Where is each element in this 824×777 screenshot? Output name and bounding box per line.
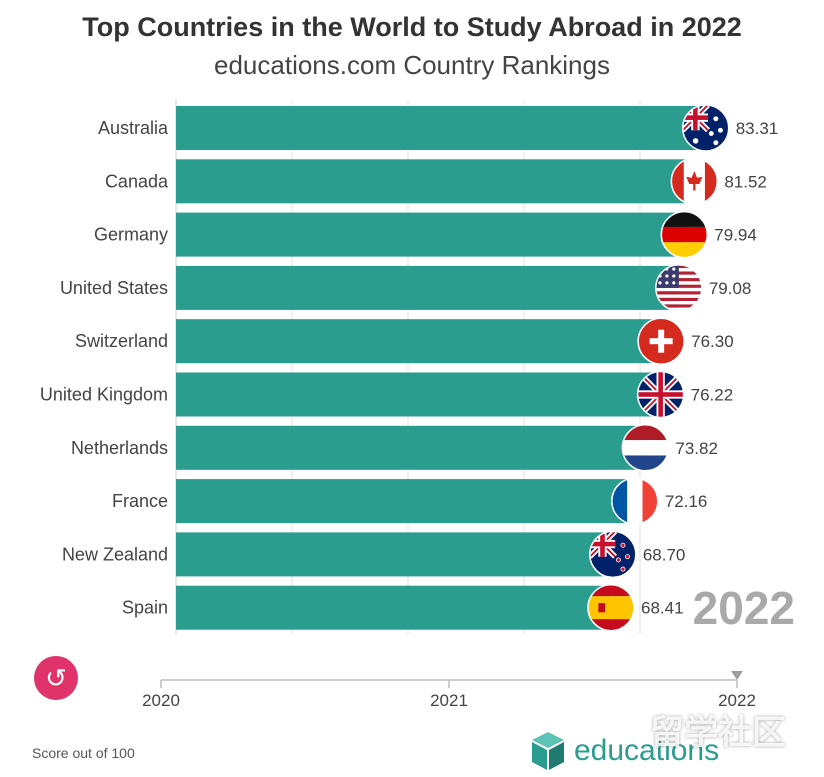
canada-flag [670,157,719,206]
footnote: Score out of 100 [32,745,135,761]
timeline-axis[interactable]: 2020 2021 2022 [142,679,756,710]
category-label: New Zealand [62,544,168,564]
book-icon [532,732,564,770]
germany-flag [660,210,709,259]
bar [176,212,685,257]
value-label: 76.22 [691,386,734,405]
category-label: United States [60,278,168,298]
united-kingdom-flag [636,370,685,419]
bar [176,372,661,417]
timeline-tick-label: 2020 [142,691,180,710]
value-label: 79.08 [709,279,752,298]
value-label: 68.41 [641,599,684,618]
france-flag [611,477,659,525]
bar [176,159,695,204]
bar [176,106,706,150]
timeline-tick-label: 2022 [718,691,756,710]
watermark: 留学社区 [650,714,786,752]
category-label: Germany [94,225,168,245]
value-label: 72.16 [665,492,708,511]
timeline-tick-label: 2021 [430,691,468,710]
chart-title: Top Countries in the World to Study Abro… [82,12,742,42]
bar [176,479,635,524]
value-label: 83.31 [736,119,779,138]
category-label: Canada [105,171,169,191]
replay-button[interactable]: ↺ [34,656,78,700]
australia-flag [681,104,730,152]
replay-icon: ↺ [45,663,67,693]
chart-subtitle: educations.com Country Rankings [214,50,610,80]
value-label: 73.82 [675,439,718,458]
bar [176,585,611,630]
category-label: Australia [98,118,169,138]
switzerland-flag [637,317,685,365]
new-zealand-flag [589,530,637,579]
educations-logo: educations [530,730,719,772]
bar [176,319,662,364]
value-label: 68.70 [643,545,686,564]
united-states-flag [655,264,703,312]
category-label: Spain [122,598,168,618]
category-label: France [112,491,168,511]
netherlands-flag [621,424,670,472]
value-label: 76.30 [691,332,734,351]
value-label: 81.52 [724,172,767,191]
timeline-handle[interactable] [731,671,743,680]
bar [176,425,646,470]
bar [176,532,613,577]
value-label: 79.94 [714,226,757,245]
current-year-label: 2022 [693,582,795,634]
spain-flag [587,583,635,632]
bar [176,265,679,310]
logo-text: educations [574,734,720,767]
category-label: United Kingdom [40,385,168,405]
category-label: Switzerland [75,331,168,351]
category-label: Netherlands [71,438,168,458]
